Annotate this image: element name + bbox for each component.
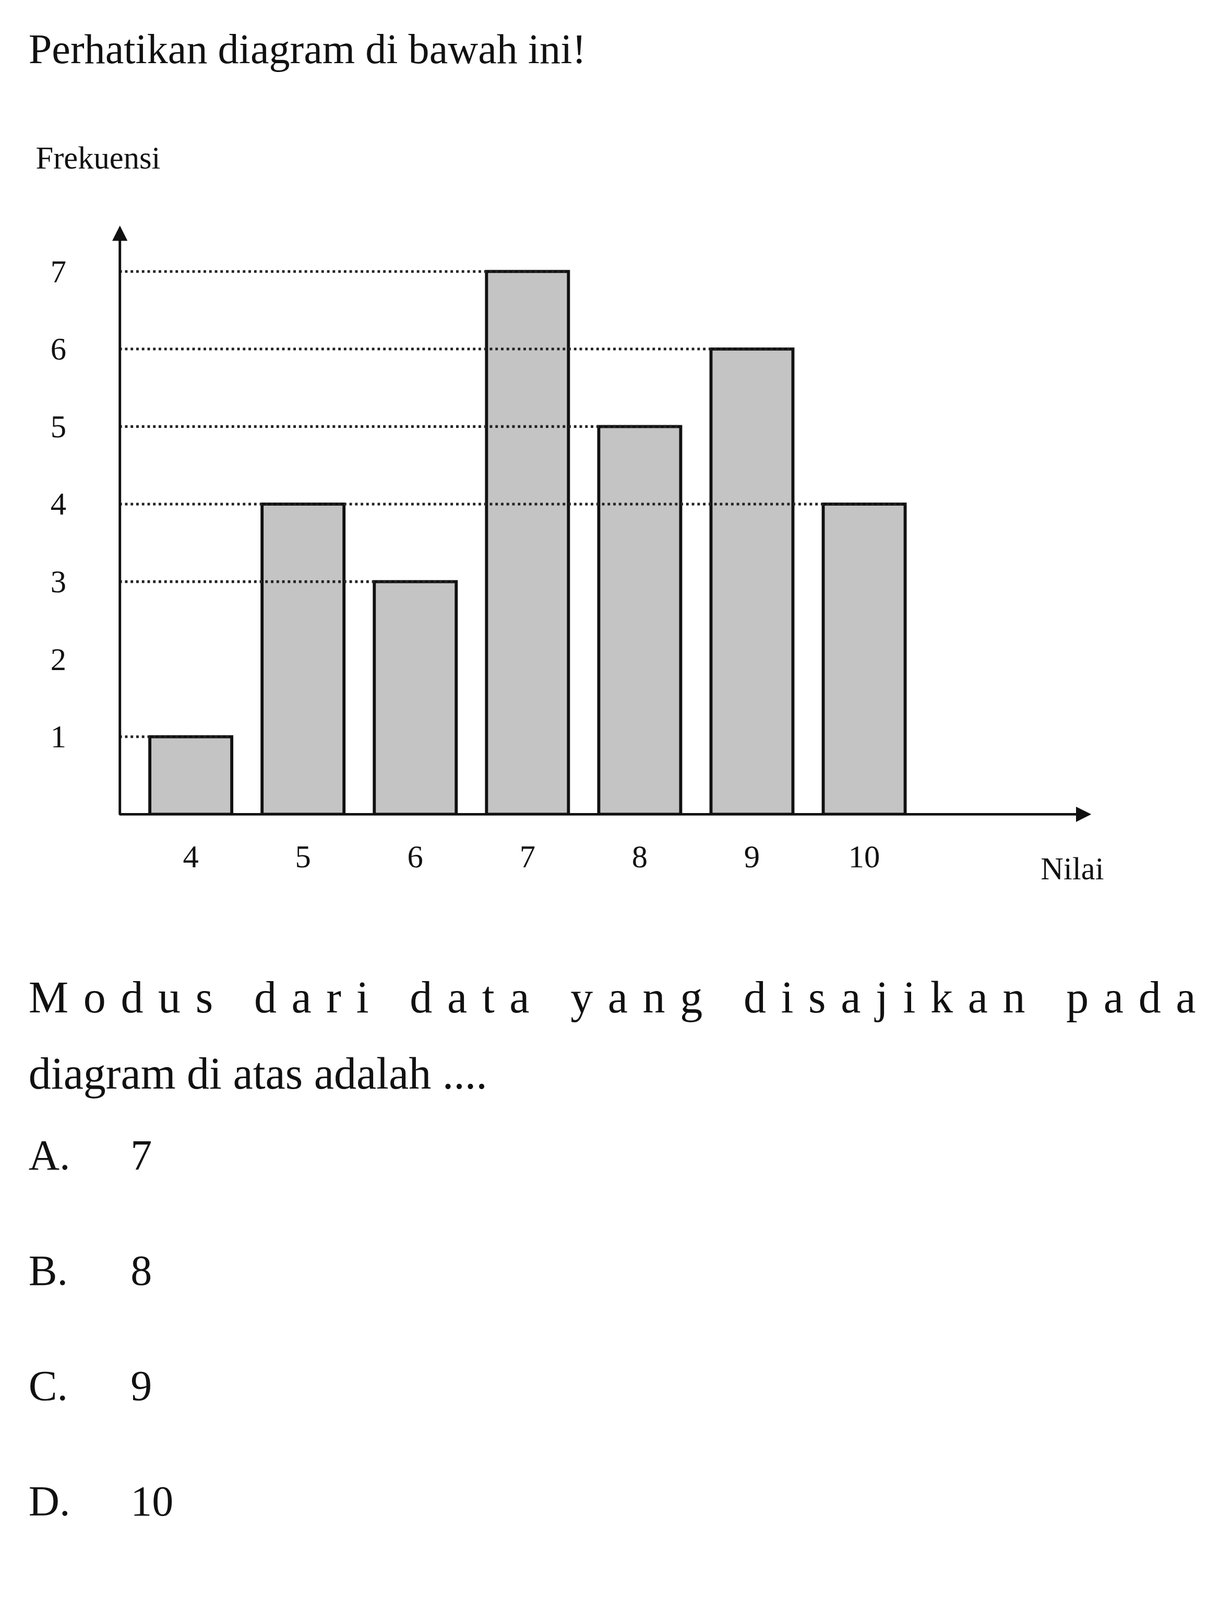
option-text: 9 (130, 1361, 152, 1410)
grid-line (119, 502, 906, 506)
x-axis-line (119, 813, 1084, 816)
bar (598, 426, 681, 815)
y-tick: 2 (50, 641, 120, 677)
option-letter: C. (28, 1361, 68, 1410)
y-tick-label: 6 (50, 331, 67, 367)
y-tick: 1 (50, 719, 120, 755)
y-tick-label: 2 (50, 641, 67, 677)
grid-line (119, 425, 681, 428)
grid-line (119, 347, 794, 351)
x-axis-title: Nilai (1040, 851, 1104, 887)
grid-line (119, 735, 232, 738)
x-tick-label: 7 (519, 839, 536, 875)
x-tick-label: 8 (631, 839, 648, 875)
y-tick: 6 (50, 331, 120, 367)
y-axis-title: Frekuensi (35, 140, 161, 176)
x-tick-label: 9 (744, 839, 760, 875)
x-tick: 8 (631, 839, 648, 875)
option-text: 8 (130, 1246, 152, 1295)
grid (119, 271, 906, 737)
option-text: 10 (130, 1477, 174, 1525)
x-tick: 7 (519, 839, 536, 875)
option-letter: D. (28, 1477, 71, 1525)
y-tick-label: 3 (50, 564, 67, 600)
y-tick: 5 (50, 409, 120, 445)
option-letter: B. (28, 1246, 68, 1295)
bar (823, 504, 906, 815)
grid-line (119, 270, 569, 273)
y-axis: 1 2 3 4 5 6 7 (50, 233, 121, 815)
plot-area (149, 271, 905, 815)
x-tick-label: 4 (182, 839, 199, 875)
bar (374, 581, 457, 815)
x-tick: 6 (407, 839, 424, 875)
y-tick-label: 1 (50, 719, 67, 755)
y-axis-line (118, 233, 122, 815)
y-tick-label: 4 (50, 486, 67, 522)
bar (710, 349, 793, 815)
x-tick: 5 (295, 839, 312, 875)
question-line: Modus dari data yang disajikan pada (28, 972, 1197, 1023)
bar (486, 271, 569, 815)
x-tick: 9 (744, 839, 760, 875)
x-tick-label: 10 (848, 839, 881, 875)
option-text: 7 (130, 1131, 152, 1179)
instruction: Perhatikan diagram di bawah ini! (28, 26, 587, 73)
x-tick-label: 5 (295, 839, 312, 875)
bar (261, 504, 344, 815)
x-tick-label: 6 (407, 839, 424, 875)
y-tick: 3 (50, 564, 120, 600)
y-tick-label: 7 (50, 254, 67, 290)
bar (149, 736, 232, 815)
x-tick: 10 (848, 839, 881, 875)
page: Perhatikan diagram di bawah ini! Frekuens… (0, 0, 1207, 1600)
y-tick: 7 (50, 254, 120, 290)
option-letter: A. (28, 1131, 71, 1179)
question-line: diagram di atas adalah .... (28, 1048, 488, 1099)
x-axis: 4 5 6 7 8 9 10 (182, 839, 880, 875)
y-tick: 4 (50, 486, 120, 522)
x-tick: 4 (182, 839, 199, 875)
grid-line (119, 580, 457, 583)
y-tick-label: 5 (50, 409, 67, 445)
